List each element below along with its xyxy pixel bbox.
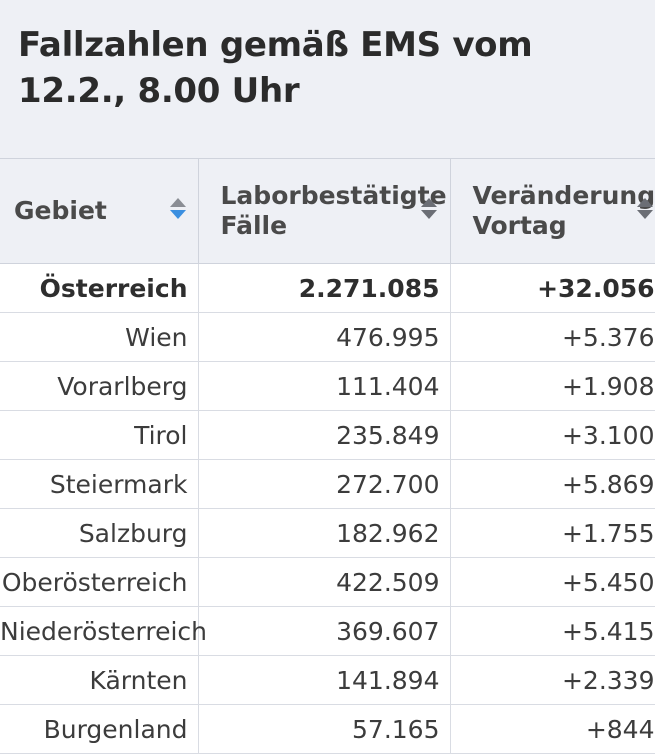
- column-label-gebiet: Gebiet: [14, 196, 107, 226]
- cell-veraenderung: +5.869: [450, 460, 655, 509]
- cell-faelle: 111.404: [198, 362, 450, 411]
- column-header-faelle[interactable]: Laborbestätigte Fälle: [198, 159, 450, 264]
- table-row: Kärnten 141.894 +2.339: [0, 656, 655, 705]
- cell-gebiet: Vorarlberg: [0, 362, 198, 411]
- column-label-faelle-line2: Fälle: [221, 211, 288, 241]
- cell-veraenderung: +1.755: [450, 509, 655, 558]
- cell-gebiet: Niederösterreich: [0, 607, 198, 656]
- cell-gebiet: Tirol: [0, 411, 198, 460]
- cell-veraenderung: +32.056: [450, 264, 655, 313]
- cell-faelle: 235.849: [198, 411, 450, 460]
- cell-veraenderung: +5.376: [450, 313, 655, 362]
- column-label-faelle-line1: Laborbestätigte: [221, 181, 447, 211]
- cell-faelle: 272.700: [198, 460, 450, 509]
- sort-icon[interactable]: [637, 196, 653, 222]
- table-row: Vorarlberg 111.404 +1.908: [0, 362, 655, 411]
- column-label-veraenderung-line1: Veränderung: [473, 181, 655, 211]
- table-row: Steiermark 272.700 +5.869: [0, 460, 655, 509]
- cell-veraenderung: +2.339: [450, 656, 655, 705]
- cell-faelle: 2.271.085: [198, 264, 450, 313]
- title-area: Fallzahlen gemäß EMS vom 12.2., 8.00 Uhr: [0, 0, 655, 158]
- cell-veraenderung: +844: [450, 705, 655, 754]
- cell-gebiet: Salzburg: [0, 509, 198, 558]
- cell-veraenderung: +1.908: [450, 362, 655, 411]
- table-row: Niederösterreich 369.607 +5.415: [0, 607, 655, 656]
- page-title: Fallzahlen gemäß EMS vom 12.2., 8.00 Uhr: [18, 22, 637, 114]
- cell-gebiet: Kärnten: [0, 656, 198, 705]
- table-row: Burgenland 57.165 +844: [0, 705, 655, 754]
- cell-veraenderung: +3.100: [450, 411, 655, 460]
- table-header: Gebiet Laborbestätigte Fälle Verände: [0, 159, 655, 264]
- cell-gebiet: Steiermark: [0, 460, 198, 509]
- table-row: Tirol 235.849 +3.100: [0, 411, 655, 460]
- cell-faelle: 57.165: [198, 705, 450, 754]
- cell-veraenderung: +5.415: [450, 607, 655, 656]
- cell-gebiet: Burgenland: [0, 705, 198, 754]
- column-header-veraenderung[interactable]: Veränderung Vortag: [450, 159, 655, 264]
- table-row-total: Österreich 2.271.085 +32.056: [0, 264, 655, 313]
- cell-gebiet: Oberösterreich: [0, 558, 198, 607]
- cases-table: Gebiet Laborbestätigte Fälle Verände: [0, 158, 655, 754]
- table-row: Salzburg 182.962 +1.755: [0, 509, 655, 558]
- table-row: Oberösterreich 422.509 +5.450: [0, 558, 655, 607]
- column-header-gebiet[interactable]: Gebiet: [0, 159, 198, 264]
- column-label-veraenderung-line2: Vortag: [473, 211, 567, 241]
- cell-faelle: 182.962: [198, 509, 450, 558]
- cell-faelle: 141.894: [198, 656, 450, 705]
- cell-faelle: 476.995: [198, 313, 450, 362]
- table-body: Österreich 2.271.085 +32.056 Wien 476.99…: [0, 264, 655, 754]
- cell-faelle: 369.607: [198, 607, 450, 656]
- cell-faelle: 422.509: [198, 558, 450, 607]
- cell-gebiet: Österreich: [0, 264, 198, 313]
- table-row: Wien 476.995 +5.376: [0, 313, 655, 362]
- cell-gebiet: Wien: [0, 313, 198, 362]
- sort-descending-icon[interactable]: [170, 196, 186, 222]
- cell-veraenderung: +5.450: [450, 558, 655, 607]
- sort-icon[interactable]: [421, 196, 437, 222]
